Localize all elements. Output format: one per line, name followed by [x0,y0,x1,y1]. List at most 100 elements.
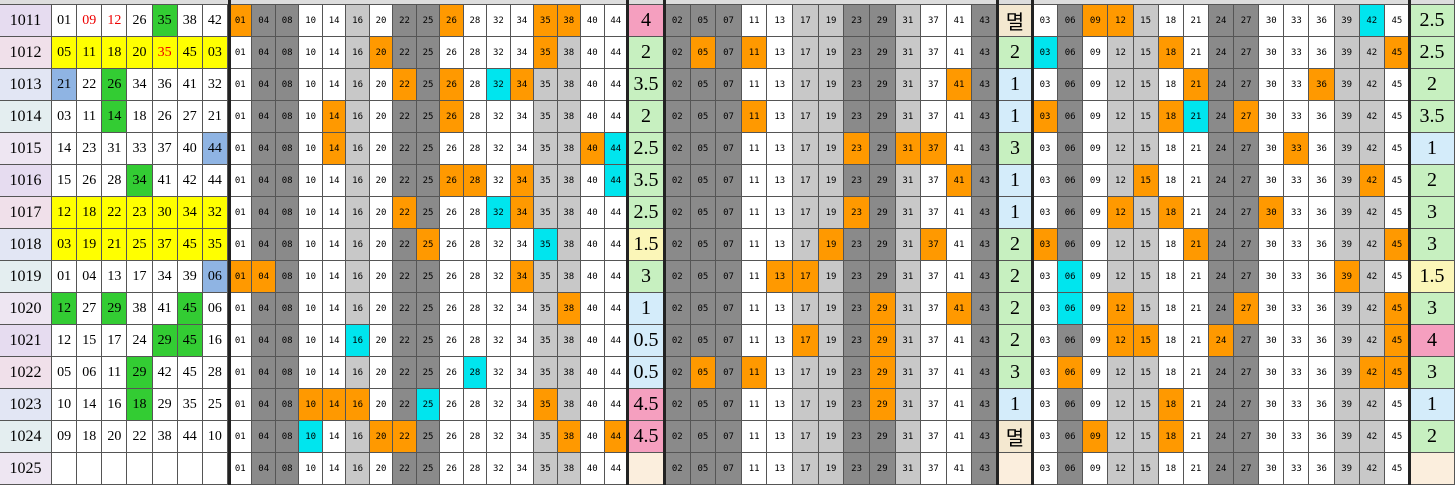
group-number: 20 [369,357,394,389]
group-number: 23 [844,165,870,197]
drawn-number: 26 [102,69,128,101]
round-number: 1025 [0,453,52,485]
group-number: 15 [1133,357,1159,389]
group-number: 18 [1158,293,1184,325]
group-number: 16 [346,357,370,389]
group-number: 38 [557,37,582,69]
group-number: 01 [229,357,253,389]
group-number: 37 [921,421,947,453]
group-number: 38 [557,69,582,101]
group-number: 05 [690,101,717,133]
group-number: 10 [299,5,323,37]
group-number: 39 [1334,325,1360,357]
drawn-number: 29 [102,293,128,325]
group-number: 24 [1208,165,1235,197]
group-number: 32 [487,421,511,453]
group-number: 45 [1384,37,1410,69]
group-number: 42 [1359,165,1385,197]
group-number: 32 [487,165,511,197]
group-number: 26 [440,101,464,133]
group-number: 16 [346,261,370,293]
drawn-number: 15 [77,325,103,357]
group-number: 18 [1158,421,1184,453]
drawn-number: 13 [102,261,128,293]
score: 4 [628,5,665,37]
group-number: 15 [1133,453,1159,485]
group-number: 13 [767,5,794,37]
column-separator [663,0,666,485]
drawn-number: 34 [152,261,178,293]
group-number: 07 [716,325,742,357]
group-number: 07 [716,421,742,453]
drawn-number: 32 [202,69,228,101]
group-number: 14 [322,229,347,261]
group-number: 34 [510,5,535,37]
group-number: 45 [1384,261,1410,293]
group-number: 35 [534,293,558,325]
group-number: 21 [1183,37,1209,69]
group-number: 07 [716,229,742,261]
group-number: 22 [393,229,417,261]
group-number: 04 [252,165,276,197]
score: 2.5 [628,197,665,229]
group-number: 07 [716,357,742,389]
score: 멸 [998,421,1033,453]
group-number: 31 [895,421,922,453]
group-number: 26 [440,197,464,229]
group-number: 43 [972,101,998,133]
group-number: 04 [252,261,276,293]
group-number: 33 [1284,453,1310,485]
group-number: 12 [1108,421,1134,453]
group-number: 40 [581,229,605,261]
drawn-number: 11 [102,357,128,389]
group-number: 01 [229,5,253,37]
score: 1.5 [1410,261,1455,293]
group-number: 28 [463,229,488,261]
group-number: 09 [1083,133,1109,165]
group-number: 18 [1158,357,1184,389]
group-number: 17 [793,421,819,453]
group-number: 11 [741,165,768,197]
group-number: 06 [1058,133,1084,165]
group-number: 42 [1359,389,1385,421]
group-number: 34 [510,421,535,453]
group-number: 34 [510,197,535,229]
group-number: 27 [1234,293,1260,325]
drawn-number: 05 [52,37,78,69]
group-number: 16 [346,165,370,197]
group-number: 08 [275,165,300,197]
group-number: 25 [416,133,441,165]
group-number: 28 [463,293,488,325]
group-number: 09 [1083,357,1109,389]
group-number: 44 [604,293,628,325]
group-number: 45 [1384,229,1410,261]
score [1410,453,1455,485]
drawn-number: 35 [202,229,228,261]
drawn-number: 12 [52,197,78,229]
group-number: 44 [604,101,628,133]
group-number: 10 [299,453,323,485]
group-number: 28 [463,37,488,69]
group-number: 34 [510,101,535,133]
group-number: 01 [229,229,253,261]
drawn-number: 22 [102,197,128,229]
group-number: 31 [895,197,922,229]
drawn-number: 14 [77,389,103,421]
group-number: 03 [1033,101,1059,133]
drawn-number: 38 [152,421,178,453]
group-number: 24 [1208,69,1235,101]
group-number: 12 [1108,261,1134,293]
group-number: 39 [1334,197,1360,229]
drawn-number [152,453,178,485]
group-number: 11 [741,293,768,325]
group-number: 11 [741,197,768,229]
group-number: 44 [604,453,628,485]
group-number: 19 [818,5,845,37]
group-number: 09 [1083,101,1109,133]
group-number: 35 [534,197,558,229]
group-number: 30 [1259,421,1285,453]
group-number: 22 [393,165,417,197]
score: 3 [998,357,1033,389]
group-number: 31 [895,37,922,69]
group-number: 23 [844,261,870,293]
